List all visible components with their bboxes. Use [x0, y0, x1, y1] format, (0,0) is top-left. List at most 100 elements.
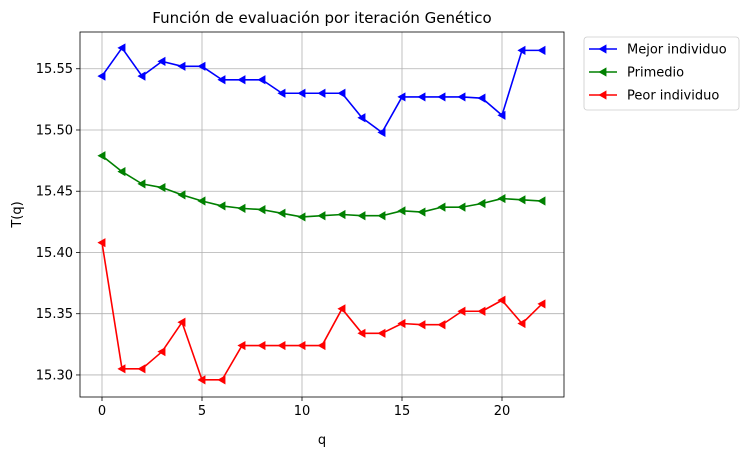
data-point	[317, 88, 326, 98]
data-point	[337, 304, 346, 314]
data-point	[177, 190, 186, 200]
legend-marker	[598, 67, 607, 77]
data-point	[157, 182, 166, 193]
data-point	[277, 340, 286, 351]
data-point	[417, 320, 426, 330]
legend-label: Primedio	[627, 66, 684, 81]
data-point	[257, 75, 266, 85]
y-tick-label: 15.55	[36, 62, 73, 77]
series-line	[101, 47, 542, 134]
data-point	[217, 201, 226, 211]
data-point	[497, 295, 506, 305]
data-point	[357, 328, 366, 338]
series-3	[97, 238, 546, 385]
y-tick-label: 15.45	[36, 185, 73, 200]
data-point	[237, 340, 246, 351]
data-point	[437, 320, 446, 330]
data-point	[457, 306, 466, 316]
data-point	[317, 340, 326, 351]
y-tick-label: 15.30	[36, 368, 73, 383]
chart-title: Función de evaluación por iteración Gené…	[152, 9, 491, 27]
legend-box	[583, 36, 740, 111]
data-point	[297, 340, 306, 351]
data-point	[477, 306, 486, 316]
data-point	[217, 375, 226, 385]
data-point	[197, 61, 206, 71]
x-tick-label: 15	[394, 404, 411, 419]
data-point	[357, 113, 366, 123]
data-point	[277, 88, 286, 98]
y-tick-label: 15.35	[36, 307, 73, 322]
y-axis-label: T(q)	[10, 201, 25, 228]
data-point	[417, 207, 426, 217]
x-tick-label: 0	[98, 404, 106, 419]
data-point	[277, 208, 286, 218]
data-point	[397, 92, 406, 102]
legend: Mejor individuo Primedio Peor individuo	[583, 36, 740, 111]
data-point	[197, 375, 206, 385]
data-point	[517, 318, 526, 329]
legend-item: Primedio	[589, 66, 684, 81]
data-point	[357, 211, 366, 221]
data-point	[337, 88, 346, 98]
x-tick-label: 20	[494, 404, 511, 419]
y-tick-label: 15.40	[36, 246, 73, 261]
data-point	[377, 211, 386, 221]
data-point	[377, 127, 386, 138]
data-point	[117, 43, 126, 53]
data-point	[517, 45, 526, 55]
data-point	[137, 71, 146, 81]
data-point	[117, 167, 126, 177]
legend-label: Mejor individuo	[627, 43, 727, 58]
series-1	[97, 43, 546, 138]
data-point	[457, 92, 466, 102]
data-point	[97, 151, 106, 161]
series-line	[101, 155, 543, 218]
series-line	[101, 242, 543, 381]
data-point	[537, 196, 546, 206]
data-point	[177, 317, 186, 327]
data-point	[157, 347, 166, 357]
legend-marker	[598, 44, 607, 54]
data-point	[497, 193, 506, 204]
data-point	[457, 202, 466, 212]
legend-item: Mejor individuo	[589, 43, 727, 58]
series-2	[97, 151, 546, 222]
data-point	[517, 195, 526, 205]
data-point	[237, 75, 246, 85]
series-layer	[97, 43, 546, 385]
legend-marker	[598, 90, 607, 100]
data-point	[237, 203, 246, 213]
data-point	[477, 93, 486, 103]
data-point	[157, 56, 166, 66]
data-point	[97, 71, 106, 81]
data-point	[317, 211, 326, 221]
data-point	[297, 88, 306, 98]
data-point	[437, 92, 446, 102]
data-point	[217, 75, 226, 85]
data-point	[137, 179, 146, 189]
ticks: 0 5 10 15 20 15.30 15.35 15.40 15.45 15.50 15.55	[36, 62, 510, 419]
data-point	[397, 318, 406, 329]
data-point	[97, 238, 106, 248]
plot-frame	[79, 31, 565, 398]
data-point	[497, 110, 506, 120]
data-point	[537, 45, 546, 55]
data-point	[117, 364, 126, 374]
data-point	[437, 202, 446, 212]
legend-label: Peor individuo	[627, 89, 719, 104]
x-tick-label: 10	[294, 404, 311, 419]
x-tick-label: 5	[198, 404, 206, 419]
y-tick-label: 15.50	[36, 123, 73, 138]
data-point	[137, 364, 146, 374]
data-point	[257, 205, 266, 215]
legend-item: Peor individuo	[589, 89, 719, 104]
data-point	[537, 299, 546, 309]
data-point	[477, 198, 486, 209]
data-point	[197, 196, 206, 206]
x-axis-label: q	[318, 433, 326, 448]
data-point	[297, 212, 306, 222]
data-point	[397, 206, 406, 216]
data-point	[257, 340, 266, 351]
